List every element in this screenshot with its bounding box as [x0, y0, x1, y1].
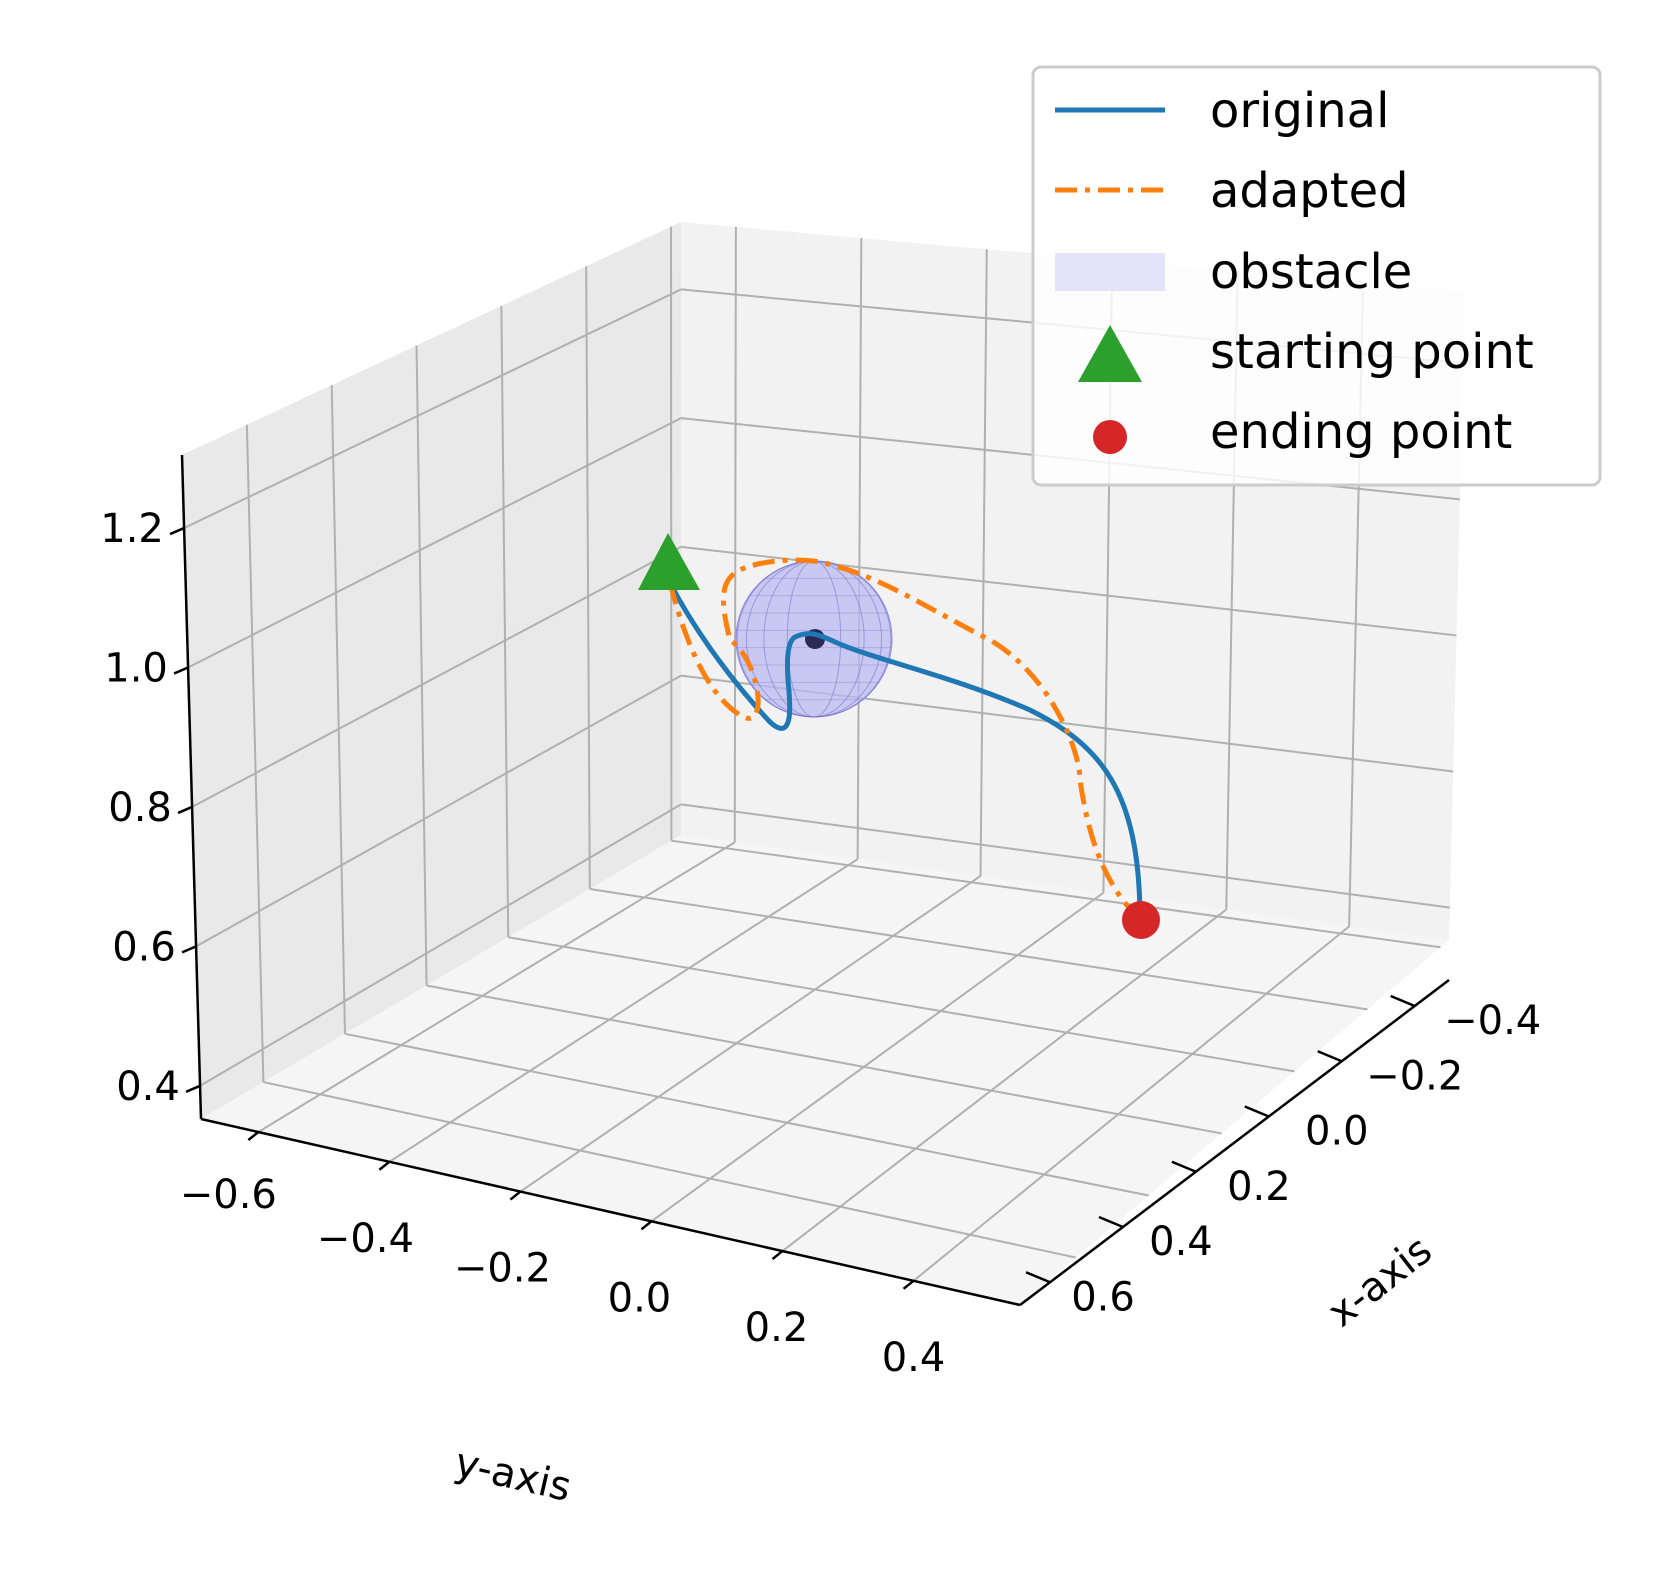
grid-line-z-left-4 [183, 288, 682, 529]
x-tick-4 [1098, 1215, 1124, 1229]
y-tick-label-4: 0.2 [745, 1305, 809, 1351]
z-tick-label-3: 1.0 [104, 645, 168, 691]
z-tick-label-1: 0.6 [112, 924, 176, 970]
grid-line-x-floor-2 [508, 936, 1295, 1073]
x-tick-label-2: 0.0 [1305, 1109, 1369, 1155]
grid-line-y-floor-4 [781, 908, 1227, 1252]
y-axis-line [200, 1117, 1021, 1307]
grid-line-y-back-0 [733, 226, 737, 843]
grid-line-x-floor-4 [344, 1032, 1149, 1197]
y-tick-2 [509, 1190, 522, 1201]
y-tick-1 [378, 1160, 391, 1171]
z-tick-1 [181, 945, 197, 954]
grid-line-y-floor-2 [519, 875, 982, 1193]
z-tick-label-2: 0.8 [108, 785, 172, 831]
legend-swatch-obstacle [1055, 253, 1165, 291]
tick-marks [169, 526, 1416, 1290]
axis-lines [180, 454, 1450, 1307]
legend-label-original: original [1210, 83, 1389, 139]
y-tick-label-1: −0.4 [317, 1216, 414, 1262]
grid-line-y-floor-3 [650, 891, 1104, 1223]
y-tick-0 [247, 1131, 260, 1141]
ending-point-marker [1122, 901, 1160, 939]
grid-line-y-floor-1 [388, 858, 859, 1163]
x-tick-5 [1025, 1271, 1051, 1284]
grid-line-z-back-0 [680, 803, 1450, 909]
z-tick-0 [185, 1084, 201, 1093]
legend-label-starting-point: starting point [1210, 324, 1534, 380]
left-pane [182, 222, 681, 1119]
z-tick-label-0: 0.4 [116, 1064, 180, 1110]
x-tick-1 [1317, 1050, 1343, 1063]
x-axis-line [1019, 979, 1450, 1306]
grid-line-x-left-1 [585, 266, 591, 889]
grid-line-y-floor-0 [257, 841, 736, 1133]
grid-line-z-left-3 [187, 417, 682, 669]
z-tick-label-4: 1.2 [100, 506, 164, 552]
series-adapted-line [667, 557, 1142, 922]
grid-line-z-left-2 [191, 546, 682, 808]
y-tick-label-5: 0.4 [882, 1335, 946, 1381]
grid-line-x-left-2 [500, 305, 510, 938]
starting-point-marker [638, 533, 700, 590]
z-tick-4 [169, 526, 185, 536]
grid-line-y-floor-5 [912, 925, 1350, 1282]
x-tick-2 [1244, 1105, 1270, 1118]
floor-pane [201, 835, 1449, 1305]
legend-label-ending-point: ending point [1210, 404, 1512, 460]
y-tick-label-3: 0.0 [608, 1275, 672, 1321]
x-tick-label-4: 0.4 [1149, 1219, 1213, 1265]
y-tick-4 [771, 1250, 784, 1261]
y-tick-label-0: −0.6 [180, 1172, 277, 1218]
grid-line-y-back-1 [856, 238, 863, 860]
legend-label-obstacle: obstacle [1210, 244, 1412, 300]
x-tick-0 [1390, 994, 1416, 1008]
y-axis-label: y-axis [450, 1440, 575, 1511]
y-tick-label-2: −0.2 [454, 1246, 551, 1292]
legend-label-adapted: adapted [1210, 163, 1409, 219]
grid-line-x-left-5 [245, 424, 265, 1083]
x-axis-label: x-axis [1319, 1227, 1441, 1336]
x-tick-label-5: 0.6 [1071, 1274, 1135, 1320]
tick-labels: −0.6 −0.4 −0.2 0.0 0.2 0.4 −0.4 −0.2 0.0 0.2 0.4 0.… [100, 506, 1541, 1381]
grid-line-x-left-4 [330, 385, 346, 1034]
x-tick-label-1: −0.2 [1366, 1053, 1463, 1099]
grid-line-z-left-1 [195, 674, 682, 948]
z-tick-2 [177, 805, 193, 815]
grid-line-y-back-2 [979, 249, 988, 876]
y-tick-5 [902, 1279, 915, 1290]
grid-line-x-floor-1 [589, 887, 1368, 1011]
grid-line-x-floor-3 [426, 984, 1222, 1135]
series-original-line [667, 580, 1143, 923]
x-tick-label-3: 0.2 [1227, 1164, 1291, 1210]
legend-swatch-starting-point [1078, 325, 1142, 382]
legend: original adapted obstacle starting point… [1031, 65, 1602, 487]
legend-swatch-ending-point [1093, 420, 1127, 454]
x-tick-label-0: −0.4 [1444, 998, 1541, 1044]
z-tick-3 [173, 666, 189, 675]
x-tick-3 [1171, 1160, 1197, 1173]
grid-line-x-floor-5 [263, 1081, 1076, 1259]
y-tick-3 [640, 1220, 653, 1231]
grid-line-x-floor-0 [671, 839, 1441, 949]
grid-line-x-left-3 [415, 345, 428, 986]
legend-frame [1031, 65, 1602, 487]
z-axis-line [180, 454, 203, 1120]
grid-line-z-left-0 [199, 803, 682, 1087]
